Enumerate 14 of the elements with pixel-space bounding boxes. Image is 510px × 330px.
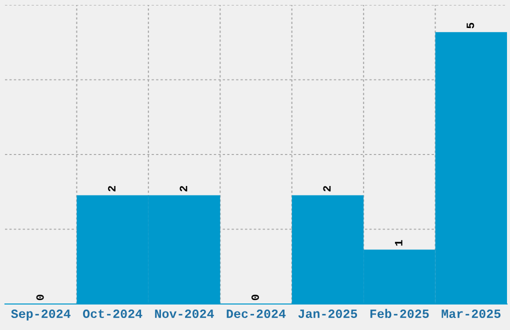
x-tick-label: Dec-2024 bbox=[226, 310, 286, 318]
x-tick-label: Mar-2025 bbox=[442, 310, 500, 318]
data-label: 2 bbox=[180, 186, 188, 192]
data-label: 0 bbox=[36, 294, 44, 300]
x-tick-label: Oct-2024 bbox=[83, 310, 142, 318]
data-label: 2 bbox=[323, 186, 331, 192]
x-tick-label: Jan-2025 bbox=[298, 310, 358, 318]
data-label: 1 bbox=[394, 240, 402, 246]
data-label: 2 bbox=[108, 186, 116, 192]
x-tick-label: Feb-2025 bbox=[370, 308, 429, 318]
x-tick-label: Sep-2024 bbox=[11, 310, 70, 321]
data-label: 0 bbox=[251, 294, 259, 300]
data-label: 5 bbox=[466, 22, 474, 28]
x-tick-label: Nov-2024 bbox=[155, 310, 214, 318]
